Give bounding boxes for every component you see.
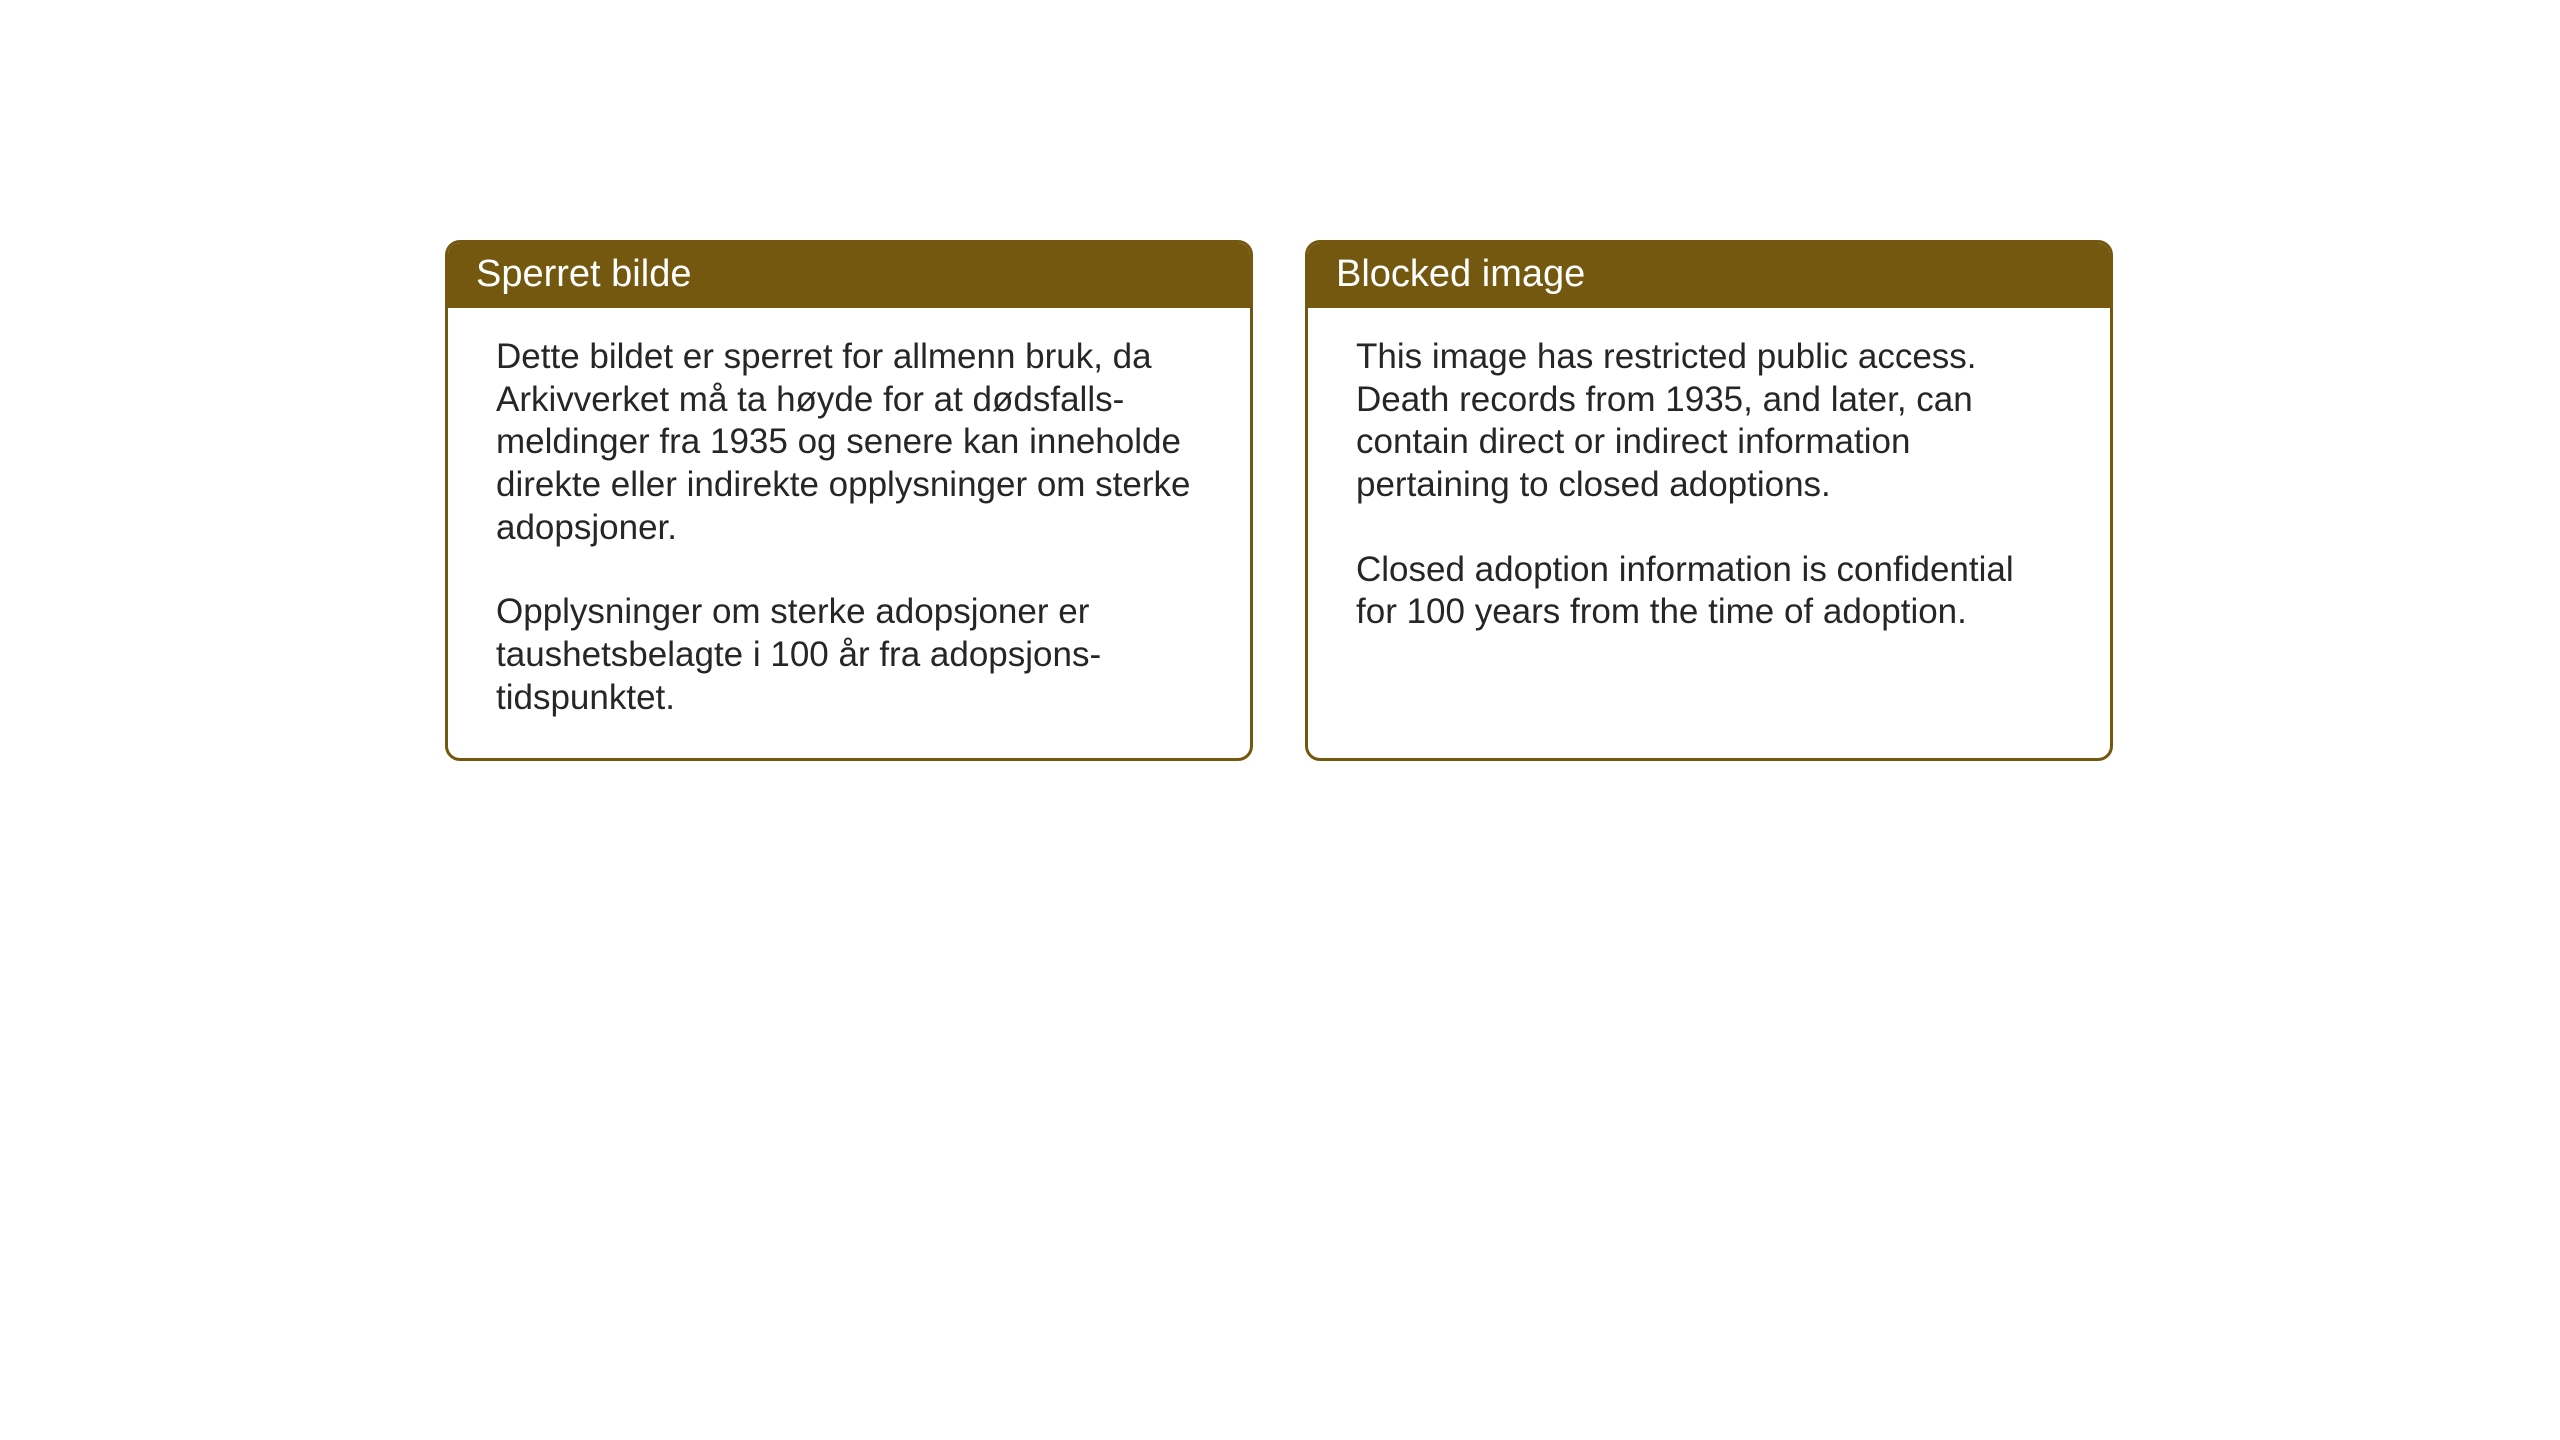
- card-norwegian: Sperret bilde Dette bildet er sperret fo…: [445, 240, 1253, 761]
- card-norwegian-body: Dette bildet er sperret for allmenn bruk…: [448, 308, 1250, 758]
- card-english-paragraph-1: This image has restricted public access.…: [1356, 336, 2062, 507]
- card-english-body: This image has restricted public access.…: [1308, 308, 2110, 672]
- card-english: Blocked image This image has restricted …: [1305, 240, 2113, 761]
- card-norwegian-title: Sperret bilde: [448, 243, 1250, 308]
- card-norwegian-paragraph-2: Opplysninger om sterke adopsjoner er tau…: [496, 591, 1202, 719]
- cards-container: Sperret bilde Dette bildet er sperret fo…: [445, 240, 2113, 761]
- card-english-title: Blocked image: [1308, 243, 2110, 308]
- card-norwegian-paragraph-1: Dette bildet er sperret for allmenn bruk…: [496, 336, 1202, 549]
- card-english-paragraph-2: Closed adoption information is confident…: [1356, 549, 2062, 634]
